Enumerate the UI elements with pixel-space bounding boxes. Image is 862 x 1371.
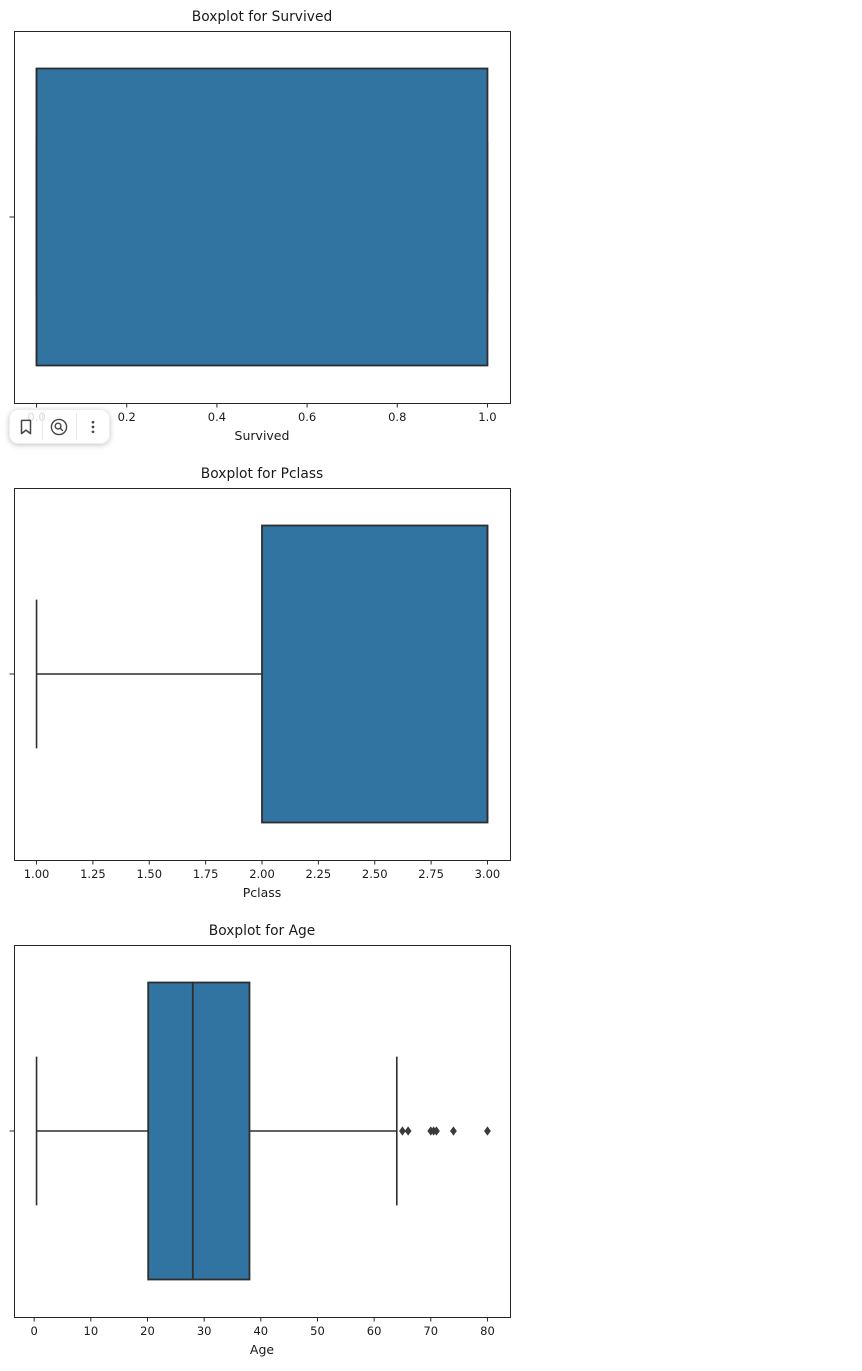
outlier-marker: [433, 1126, 440, 1136]
search-in-circle-icon: [51, 418, 68, 435]
x-tick-label: 1.0: [478, 410, 496, 424]
more-vert-icon: [91, 420, 95, 433]
boxplot-pclass: 1.00 1.25 1.50 1.75 2.00 2.25 2.50 2.75 3.00: [9, 488, 511, 881]
x-tick-label: 2.25: [306, 867, 332, 881]
x-tick-label: 3.00: [475, 867, 501, 881]
x-tick-label: 1.50: [136, 867, 162, 881]
toolbar-divider: [75, 413, 77, 440]
x-tick-label: 2.75: [418, 867, 444, 881]
x-tick-label: 0.2: [118, 410, 136, 424]
x-tick-label: 60: [367, 1324, 382, 1338]
x-tick-label: 2.00: [249, 867, 275, 881]
x-axis-label-age: Age: [249, 1342, 275, 1357]
toolbar-divider: [42, 413, 44, 440]
chart-title-pclass: Boxplot for Pclass: [200, 466, 324, 482]
x-tick-label: 1.75: [193, 867, 219, 881]
x-tick-label: 30: [197, 1324, 212, 1338]
x-tick-label: 0.6: [298, 410, 316, 424]
iqr-box: [261, 524, 489, 824]
x-axis-label-pclass: Pclass: [242, 885, 282, 900]
axes-frame: [14, 945, 511, 1318]
x-tick-label: 40: [253, 1324, 268, 1338]
figure-age: Boxplot for Age 0 10 20 30 40 50 60 70 80 Age: [0, 914, 524, 1371]
axes-frame: [14, 31, 511, 404]
x-tick-label: 80: [480, 1324, 495, 1338]
bookmark-button[interactable]: [10, 410, 42, 443]
figure-pclass: Boxplot for Pclass 1.00 1.25 1.50 1.75 2.00 2…: [0, 457, 524, 914]
x-tick-label: 1.00: [24, 867, 50, 881]
outlier-marker: [450, 1126, 457, 1136]
iqr-box: [147, 981, 251, 1281]
outlier-marker: [484, 1126, 491, 1136]
boxplot-age: 0 10 20 30 40 50 60 70 80: [9, 945, 511, 1338]
chart-title-age: Boxplot for Age: [208, 923, 316, 939]
x-tick-label: 10: [84, 1324, 99, 1338]
bookmark-icon: [20, 419, 32, 434]
output-hover-toolbar: [9, 409, 110, 444]
search-output-button[interactable]: [43, 410, 75, 443]
x-tick-label: 50: [310, 1324, 325, 1338]
x-tick-label: 20: [140, 1324, 155, 1338]
iqr-box: [35, 67, 489, 367]
output-more-button[interactable]: [77, 410, 109, 443]
x-axis-label-survived: Survived: [234, 428, 290, 443]
x-tick-label: 2.50: [362, 867, 388, 881]
chart-title-survived: Boxplot for Survived: [191, 9, 333, 25]
x-tick-label: 0: [31, 1324, 38, 1338]
x-tick-label: 1.25: [80, 867, 106, 881]
x-tick-label: 0.4: [208, 410, 226, 424]
figure-survived: Boxplot for Survived 0.00.20.40.60.81.0 …: [0, 0, 524, 457]
x-tick-label: 0.8: [388, 410, 406, 424]
outlier-marker: [404, 1126, 412, 1136]
boxplot-survived: 0.00.20.40.60.81.0: [9, 31, 511, 424]
x-tick-label: 70: [423, 1324, 438, 1338]
